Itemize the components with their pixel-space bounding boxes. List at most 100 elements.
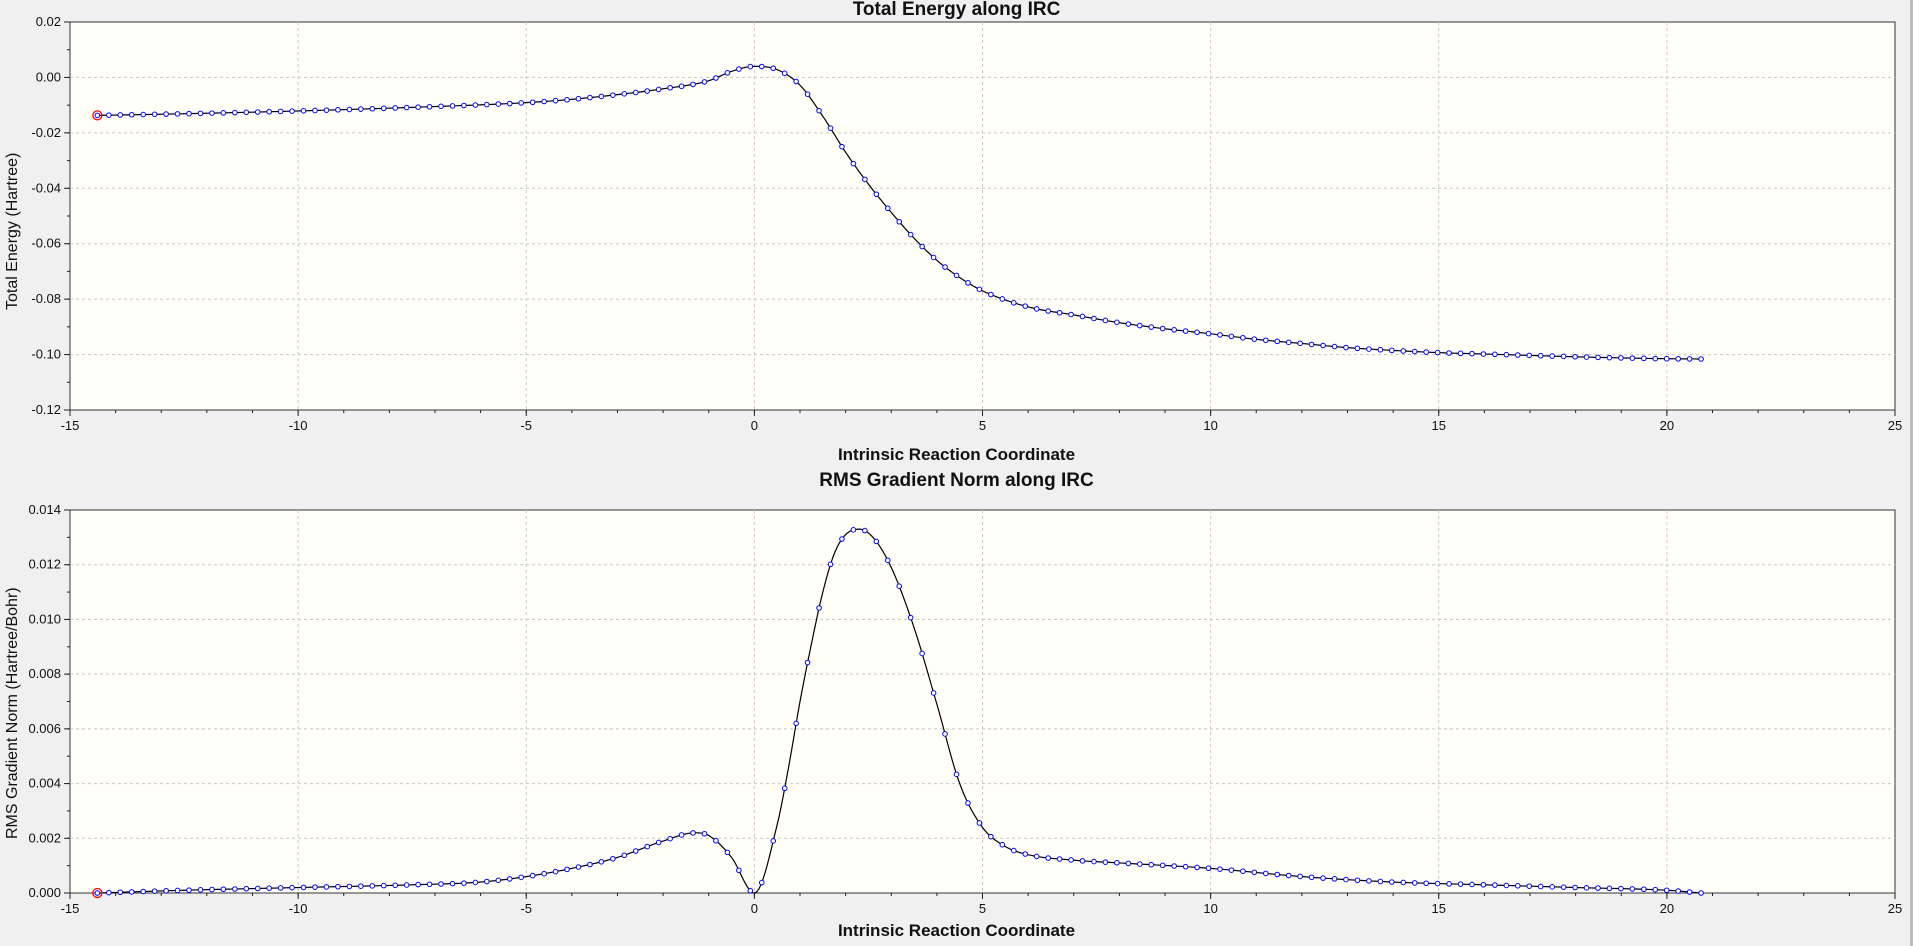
energy-data-point [323,107,330,113]
gradient-data-point [884,557,891,564]
energy-chart-svg[interactable]: -15 -10 -5 0 5 10 15 20 25 0.02 0.00 -0.02 -0.04 -0.0… [0,0,1913,473]
gradient-data-point [94,890,101,896]
gradient-data-point [1480,881,1487,888]
gradient-data-point [151,888,158,894]
gradient-data-point [1228,867,1235,873]
energy-data-point [1022,303,1029,309]
energy-data-point [610,92,616,98]
energy-data-point [392,105,399,111]
gradient-data-point [1320,875,1326,881]
energy-data-point [277,108,284,115]
gradient-data-point [1446,881,1452,887]
gradient-data-point [976,820,983,826]
gradient-data-point [667,835,673,842]
gradient-data-point [1033,853,1040,860]
energy-data-point [1503,351,1510,358]
energy-data-point [1423,349,1429,355]
gradient-data-point [1308,874,1315,881]
energy-data-point [438,103,444,110]
energy-data-point [1663,355,1670,362]
gradient-data-point [1560,884,1567,890]
energy-data-point [461,102,467,109]
gradient-data-point [747,887,754,894]
window-edge [1910,0,1913,946]
energy-data-point [690,81,696,88]
energy-data-point [403,104,410,111]
energy-data-point [1572,353,1578,360]
energy-ytick-label: -0.12 [31,402,61,417]
energy-ytick-label: -0.10 [31,347,61,362]
gradient-data-point [1045,855,1051,861]
energy-data-point [1228,333,1235,340]
gradient-data-point [1136,861,1143,867]
energy-data-point [1136,322,1143,329]
gradient-data-point [518,874,525,881]
gradient-ytick-label: 0.010 [28,611,61,626]
gradient-data-point [358,883,364,889]
energy-data-point [724,70,731,76]
energy-data-point [632,89,639,96]
energy-data-point [151,111,158,118]
gradient-data-point [781,785,788,792]
energy-data-point [1400,348,1407,354]
energy-data-point [644,88,651,94]
gradient-data-point [758,879,765,886]
gradient-data-point [1457,881,1464,887]
gradient-chart-xlabel: Intrinsic Reaction Coordinate [837,921,1076,940]
gradient-data-point [1400,879,1407,886]
gradient-data-point [163,887,169,894]
gradient-data-point [621,852,628,859]
gradient-data-point [1629,886,1636,892]
gradient-data-point [369,883,376,889]
energy-data-point [1010,300,1017,306]
gradient-data-point [896,583,903,589]
energy-data-point [988,291,994,298]
energy-data-point [209,110,215,116]
energy-data-point [1148,324,1155,330]
gradient-chart-svg[interactable]: -15 -10 -5 0 5 10 15 20 25 0.014 0.012 0.010 0.008 0.… [0,473,1913,946]
energy-data-point [369,105,376,112]
gradient-data-point [827,561,834,568]
gradient-data-point [770,838,777,844]
energy-data-point [793,78,799,85]
gradient-data-point [1389,879,1395,885]
energy-data-point [1033,306,1040,312]
gradient-data-point [724,849,731,856]
energy-data-point [1285,339,1292,346]
energy-data-point [300,108,307,114]
energy-data-point [552,97,559,104]
energy-data-point [163,111,169,117]
gradient-data-point [690,830,696,836]
energy-data-point [186,110,192,117]
gradient-data-point [644,843,651,850]
gradient-data-point [541,870,547,877]
gradient-data-point [793,720,799,727]
gradient-data-point [484,878,490,885]
energy-data-point [862,176,868,183]
gradient-data-point [289,884,295,891]
gradient-ytick-label: 0.008 [28,666,61,681]
energy-xtick-label: -5 [520,418,532,433]
gradient-data-point [965,800,971,806]
gradient-data-point [1377,878,1384,885]
gradient-data-point [1492,882,1498,888]
gradient-data-point [449,880,456,887]
energy-data-point [1698,356,1704,362]
gradient-data-point [415,881,421,888]
energy-data-point [1056,309,1063,316]
energy-data-point [243,109,250,116]
gradient-data-point [403,882,410,888]
gradient-data-point [323,884,330,890]
energy-data-point [1045,308,1051,314]
energy-data-point [736,66,742,72]
gradient-data-point [839,536,845,542]
energy-data-point [541,98,547,105]
gradient-data-point [529,872,536,879]
gradient-data-point [930,690,937,696]
gradient-ytick-label: 0.000 [28,885,61,900]
energy-data-point [128,111,135,118]
gradient-data-point [1022,851,1029,857]
gradient-data-point [266,885,273,892]
energy-data-point [1320,342,1326,349]
gradient-data-point [232,886,238,892]
